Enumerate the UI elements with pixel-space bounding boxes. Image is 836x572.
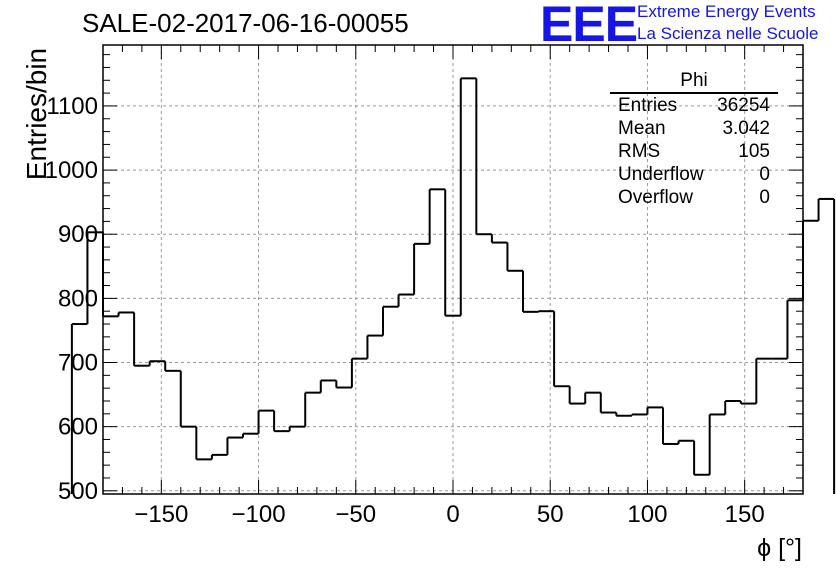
stats-value: 0: [759, 164, 770, 185]
y-tick-label: 700: [58, 350, 98, 377]
x-tick-label: 150: [725, 501, 765, 528]
stats-row-underflow: Underflow 0: [610, 163, 778, 186]
stats-row-entries: Entries 36254: [610, 94, 778, 117]
stats-label: Entries: [618, 95, 678, 116]
chart-title: SALE-02-2017-06-16-00055: [82, 8, 409, 38]
stats-value: 0: [759, 187, 770, 208]
stats-row-mean: Mean 3.042: [610, 117, 778, 140]
y-tick-label: 900: [58, 221, 98, 248]
stats-row-rms: RMS 105: [610, 140, 778, 163]
stats-label: Overflow: [618, 187, 693, 208]
x-axis-label: ϕ [°]: [757, 534, 802, 562]
y-axis-label: Entries/bin: [21, 47, 52, 181]
y-tick-label: 800: [58, 285, 98, 312]
x-tick-label: −50: [335, 501, 376, 528]
stats-label: RMS: [618, 141, 661, 162]
stats-label: Underflow: [618, 164, 704, 185]
y-tick-label: 1000: [45, 157, 98, 184]
y-tick-label: 600: [58, 414, 98, 441]
x-tick-label: 50: [537, 501, 564, 528]
x-tick-label: −150: [134, 501, 188, 528]
stats-box: Phi Entries 36254 Mean 3.042 RMS 105 Und…: [610, 70, 778, 209]
stats-title: Phi: [610, 70, 778, 94]
logo-line-2: La Scienza nelle Scuole: [637, 24, 819, 43]
x-tick-label: −100: [232, 501, 286, 528]
logo-line-1: Extreme Energy Events: [637, 2, 816, 21]
stats-value: 105: [738, 141, 770, 162]
stats-row-overflow: Overflow 0: [610, 186, 778, 209]
y-tick-label: 1100: [46, 93, 98, 120]
x-tick-label: 0: [446, 501, 459, 528]
stats-value: 36254: [717, 95, 770, 116]
y-tick-label: 500: [58, 478, 98, 505]
stats-value: 3.042: [722, 118, 770, 139]
x-tick-label: 100: [627, 501, 667, 528]
stats-label: Mean: [618, 118, 666, 139]
plot-frame: [102, 44, 804, 495]
grid: [103, 45, 803, 494]
eee-logo: EEE: [540, 0, 638, 52]
